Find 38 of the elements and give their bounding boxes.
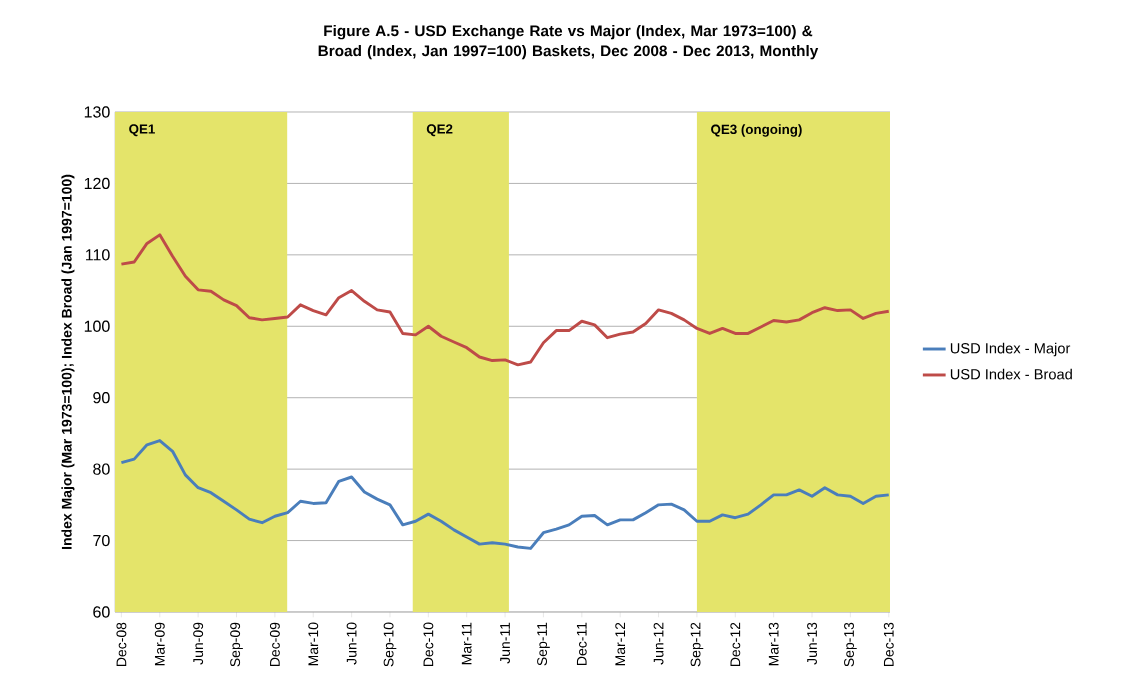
x-tick-label: Mar-09 bbox=[154, 622, 165, 666]
band-label: QE2 bbox=[426, 124, 453, 137]
x-tick-label: Mar-13 bbox=[768, 622, 779, 666]
legend-label: USD Index - Major bbox=[950, 342, 1071, 357]
x-tick-label: Jun-10 bbox=[346, 622, 357, 665]
x-tick-label: Dec-12 bbox=[730, 622, 741, 667]
x-tick-label: Jun-12 bbox=[653, 622, 664, 665]
x-tick-label: Dec-08 bbox=[116, 622, 127, 667]
line-series bbox=[119, 439, 890, 550]
x-tick-label: Mar-10 bbox=[308, 622, 319, 666]
x-tick-label: Jun-13 bbox=[807, 622, 817, 665]
band-label: QE3 (ongoing) bbox=[711, 124, 802, 137]
x-tick-label: Sep-09 bbox=[230, 622, 243, 667]
line-series bbox=[119, 233, 890, 367]
y-axis-title: Index Major (Mar 1973=100); Index Broad (Jan 1997=100) bbox=[61, 174, 75, 549]
y-tick-label: 110 bbox=[86, 249, 110, 261]
x-tick-label: Jun-09 bbox=[193, 622, 204, 665]
x-tick-label: Sep-10 bbox=[383, 622, 397, 667]
x-tick-label: Dec-11 bbox=[576, 622, 587, 665]
y-tick-label: 100 bbox=[84, 320, 110, 332]
x-tick-label: Dec-10 bbox=[423, 622, 434, 667]
y-tick-label: 60 bbox=[93, 606, 110, 618]
y-tick-label: 70 bbox=[93, 534, 110, 547]
x-tick-label: Sep-11 bbox=[537, 622, 550, 666]
legend-label: USD Index - Broad bbox=[950, 368, 1072, 380]
chart-title: Figure A.5 - USD Exchange Rate vs Major (Index, Mar 1973=100) & Broad (Index, Jan 1997=100) Baskets, Dec 2008 - Dec 2013, Monthly bbox=[318, 25, 819, 60]
band-label: QE1 bbox=[129, 124, 155, 137]
x-tick-label: Dec-13 bbox=[883, 622, 894, 667]
x-tick-label: Mar-12 bbox=[615, 622, 626, 666]
y-tick-label: 90 bbox=[93, 392, 110, 404]
x-tick-label: Dec-09 bbox=[269, 622, 280, 667]
y-tick-label: 120 bbox=[84, 177, 110, 190]
x-tick-label: Sep-13 bbox=[844, 622, 857, 667]
x-tick-label: Sep-12 bbox=[690, 622, 704, 667]
y-tick-label: 130 bbox=[84, 106, 110, 118]
y-tick-label: 80 bbox=[93, 463, 110, 475]
x-tick-label: Jun-11 bbox=[500, 622, 510, 664]
x-tick-label: Mar-11 bbox=[461, 622, 472, 665]
